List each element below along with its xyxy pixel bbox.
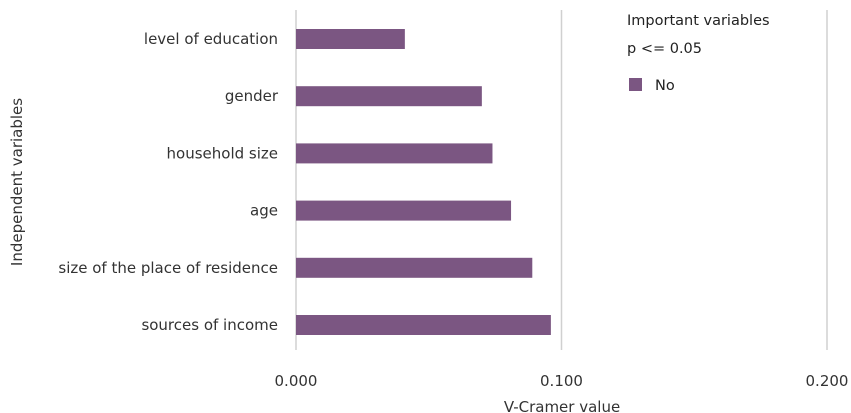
bar (296, 257, 533, 278)
category-label: gender (225, 87, 279, 105)
bar (296, 143, 493, 164)
x-tick-label: 0.200 (806, 372, 849, 390)
legend-title-line-1: Important variables (627, 13, 770, 29)
category-labels: level of education gender household size ag… (58, 30, 278, 334)
gridlines (295, 10, 828, 350)
category-label: age (250, 202, 278, 220)
legend-title-line-2: p <= 0.05 (627, 41, 702, 57)
x-tick-label: 0.100 (540, 372, 583, 390)
bar (296, 86, 482, 107)
x-axis-title: V-Cramer value (504, 398, 620, 413)
bar (296, 29, 405, 49)
x-tick-label: 0.000 (275, 372, 318, 390)
legend-swatch (629, 78, 642, 91)
bar (296, 200, 512, 221)
x-tick-labels: 0.000 0.100 0.200 (275, 372, 849, 390)
bar (296, 315, 551, 335)
category-label: household size (167, 144, 278, 162)
category-label: sources of income (141, 316, 278, 334)
category-label: size of the place of residence (58, 259, 278, 277)
legend-series-label: No (655, 78, 675, 94)
legend: Important variables p <= 0.05 No (627, 13, 770, 94)
y-axis-title: Independent variables (8, 98, 26, 266)
category-label: level of education (144, 30, 278, 48)
bars (296, 29, 551, 335)
